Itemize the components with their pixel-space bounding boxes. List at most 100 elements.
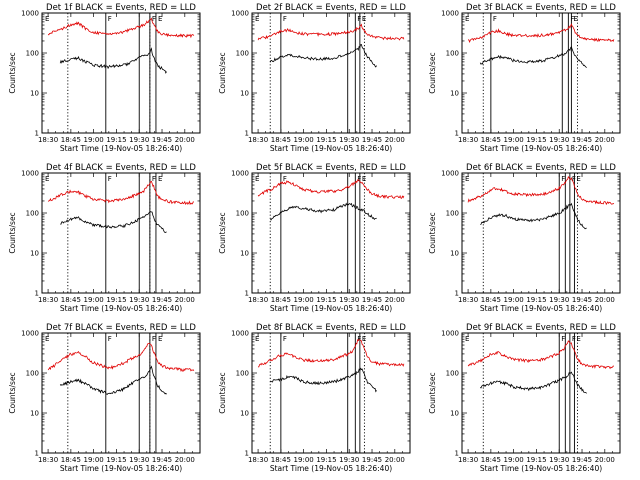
x-axis-label: Start Time (19-Nov-05 18:26:40)	[270, 304, 392, 313]
x-tick-label: 20:00	[175, 296, 195, 304]
x-axis-label: Start Time (19-Nov-05 18:26:40)	[60, 464, 182, 473]
x-tick-label: 19:45	[572, 456, 592, 464]
y-tick-label: 1000	[231, 170, 249, 178]
y-tick-label: 10	[30, 410, 39, 418]
panel-title: Det 9f BLACK = Events, RED = LLD	[466, 323, 616, 333]
x-axis-label: Start Time (19-Nov-05 18:26:40)	[270, 144, 392, 153]
x-tick-label: 18:30	[38, 136, 58, 144]
region-marker: F	[152, 175, 156, 183]
y-tick-label: 1	[455, 450, 459, 458]
events-series-line	[480, 371, 587, 394]
x-tick-label: 19:45	[362, 456, 382, 464]
x-tick-label: 19:45	[572, 136, 592, 144]
events-series-line	[270, 367, 377, 393]
y-tick-label: 1	[455, 130, 459, 138]
x-axis-label: Start Time (19-Nov-05 18:26:40)	[480, 144, 602, 153]
plot-frame	[251, 172, 411, 294]
x-tick-label: 20:00	[385, 296, 405, 304]
region-marker: E	[255, 15, 259, 23]
x-tick-label: 19:00	[84, 456, 104, 464]
region-marker: E	[255, 335, 259, 343]
y-tick-label: 10	[450, 90, 459, 98]
y-axis-label: Counts/sec	[428, 372, 437, 413]
region-marker: F	[108, 175, 112, 183]
y-tick-label: 100	[236, 210, 249, 218]
y-tick-label: 10	[30, 90, 39, 98]
y-tick-label: 10	[240, 250, 249, 258]
x-tick-label: 19:30	[339, 296, 359, 304]
y-tick-label: 1	[245, 130, 249, 138]
panel-title: Det 1f BLACK = Events, RED = LLD	[46, 3, 196, 13]
events-series-line	[60, 211, 167, 233]
x-tick-label: 18:30	[38, 296, 58, 304]
x-tick-label: 19:30	[129, 296, 149, 304]
x-tick-label: 18:30	[458, 296, 478, 304]
region-marker: F	[561, 335, 565, 343]
x-tick-label: 18:45	[271, 136, 291, 144]
plot-frame	[41, 12, 201, 134]
region-marker: F	[152, 335, 156, 343]
x-tick-label: 18:30	[248, 296, 268, 304]
events-series-line	[480, 202, 587, 230]
y-axis-label: Counts/sec	[218, 372, 227, 413]
y-tick-label: 10	[450, 410, 459, 418]
y-tick-label: 1	[35, 290, 39, 298]
plot-frame	[461, 172, 621, 294]
y-axis-label: Counts/sec	[8, 52, 17, 93]
y-tick-label: 1000	[441, 330, 459, 338]
region-marker: E	[158, 175, 162, 183]
detector-panel: Det 3f BLACK = Events, RED = LLD 1 10 100 10…	[428, 3, 621, 153]
y-tick-label: 1	[245, 290, 249, 298]
region-marker: F	[572, 335, 576, 343]
y-tick-label: 1000	[231, 10, 249, 18]
region-marker: E	[465, 15, 469, 23]
region-marker: F	[283, 175, 287, 183]
panel-title: Det 2f BLACK = Events, RED = LLD	[256, 3, 406, 13]
x-tick-label: 18:30	[248, 456, 268, 464]
x-tick-label: 19:30	[129, 136, 149, 144]
detector-panel: Det 5f BLACK = Events, RED = LLD 1 10 100 10…	[218, 163, 411, 313]
x-tick-label: 18:45	[481, 296, 501, 304]
x-tick-label: 19:00	[294, 296, 314, 304]
region-marker: F	[283, 335, 287, 343]
region-marker: F	[357, 175, 361, 183]
region-marker: F	[572, 175, 576, 183]
region-marker: E	[465, 335, 469, 343]
x-tick-label: 19:30	[549, 136, 569, 144]
x-tick-label: 19:45	[572, 296, 592, 304]
y-tick-label: 100	[26, 50, 39, 58]
region-marker: F	[357, 335, 361, 343]
x-axis-label: Start Time (19-Nov-05 18:26:40)	[270, 464, 392, 473]
x-tick-label: 19:15	[106, 136, 126, 144]
x-tick-label: 19:30	[129, 456, 149, 464]
x-tick-label: 19:15	[526, 296, 546, 304]
y-tick-label: 10	[240, 410, 249, 418]
x-tick-label: 19:00	[504, 296, 524, 304]
region-marker: E	[158, 15, 162, 23]
region-marker: E	[576, 335, 580, 343]
x-tick-label: 19:15	[316, 296, 336, 304]
y-axis-label: Counts/sec	[218, 212, 227, 253]
detector-panel: Det 2f BLACK = Events, RED = LLD 1 10 100 10…	[218, 3, 411, 153]
events-series-line	[269, 202, 377, 221]
panel-title: Det 8f BLACK = Events, RED = LLD	[256, 323, 406, 333]
region-marker: E	[45, 175, 49, 183]
detector-panel: Det 6f BLACK = Events, RED = LLD 1 10 100 10…	[428, 163, 621, 313]
y-axis-label: Counts/sec	[8, 212, 17, 253]
x-tick-label: 19:15	[316, 136, 336, 144]
region-marker: E	[465, 175, 469, 183]
y-tick-label: 100	[446, 210, 459, 218]
detector-panel: Det 9f BLACK = Events, RED = LLD 1 10 100 10…	[428, 323, 621, 473]
detector-panel: Det 1f BLACK = Events, RED = LLD 1 10 100 10…	[8, 3, 201, 153]
panel-title: Det 3f BLACK = Events, RED = LLD	[466, 3, 616, 13]
region-marker: E	[362, 175, 366, 183]
region-marker: F	[561, 175, 565, 183]
y-tick-label: 1000	[441, 10, 459, 18]
y-tick-label: 1	[245, 450, 249, 458]
x-tick-label: 20:00	[595, 296, 615, 304]
y-tick-label: 1000	[21, 170, 39, 178]
region-marker: E	[158, 335, 162, 343]
x-tick-label: 20:00	[595, 136, 615, 144]
region-marker: F	[152, 15, 156, 23]
region-marker: E	[255, 175, 259, 183]
